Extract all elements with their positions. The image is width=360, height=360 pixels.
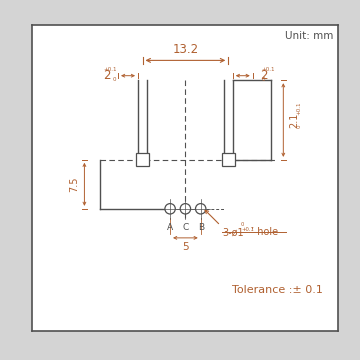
Circle shape	[165, 204, 175, 214]
Bar	[136, 153, 149, 166]
Text: 0: 0	[261, 77, 265, 82]
Text: 0: 0	[241, 222, 244, 227]
Text: +0.1: +0.1	[241, 226, 254, 231]
Text: 3-ø1: 3-ø1	[222, 227, 244, 237]
Text: 13.2: 13.2	[172, 43, 198, 56]
Text: +0.1: +0.1	[261, 67, 275, 72]
Text: +0.1: +0.1	[297, 102, 302, 116]
Text: +0.1: +0.1	[103, 67, 117, 72]
Circle shape	[180, 204, 190, 214]
Text: 5: 5	[182, 243, 189, 252]
Text: 7.5: 7.5	[69, 176, 79, 192]
Text: Unit: mm: Unit: mm	[285, 31, 334, 41]
Text: C: C	[182, 222, 189, 231]
Text: 2.1: 2.1	[289, 112, 299, 128]
Text: B: B	[198, 222, 204, 231]
Text: 0: 0	[113, 77, 117, 82]
Text: 2: 2	[103, 68, 111, 82]
Circle shape	[195, 204, 206, 214]
Text: ’ hole: ’ hole	[251, 227, 278, 237]
Text: Tolerance :± 0.1: Tolerance :± 0.1	[232, 285, 323, 295]
Text: 2: 2	[260, 68, 268, 82]
Bar	[222, 153, 235, 166]
Text: 0: 0	[297, 125, 302, 128]
Text: A: A	[167, 222, 173, 231]
